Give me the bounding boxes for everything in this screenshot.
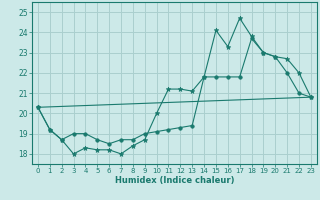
X-axis label: Humidex (Indice chaleur): Humidex (Indice chaleur)	[115, 176, 234, 185]
